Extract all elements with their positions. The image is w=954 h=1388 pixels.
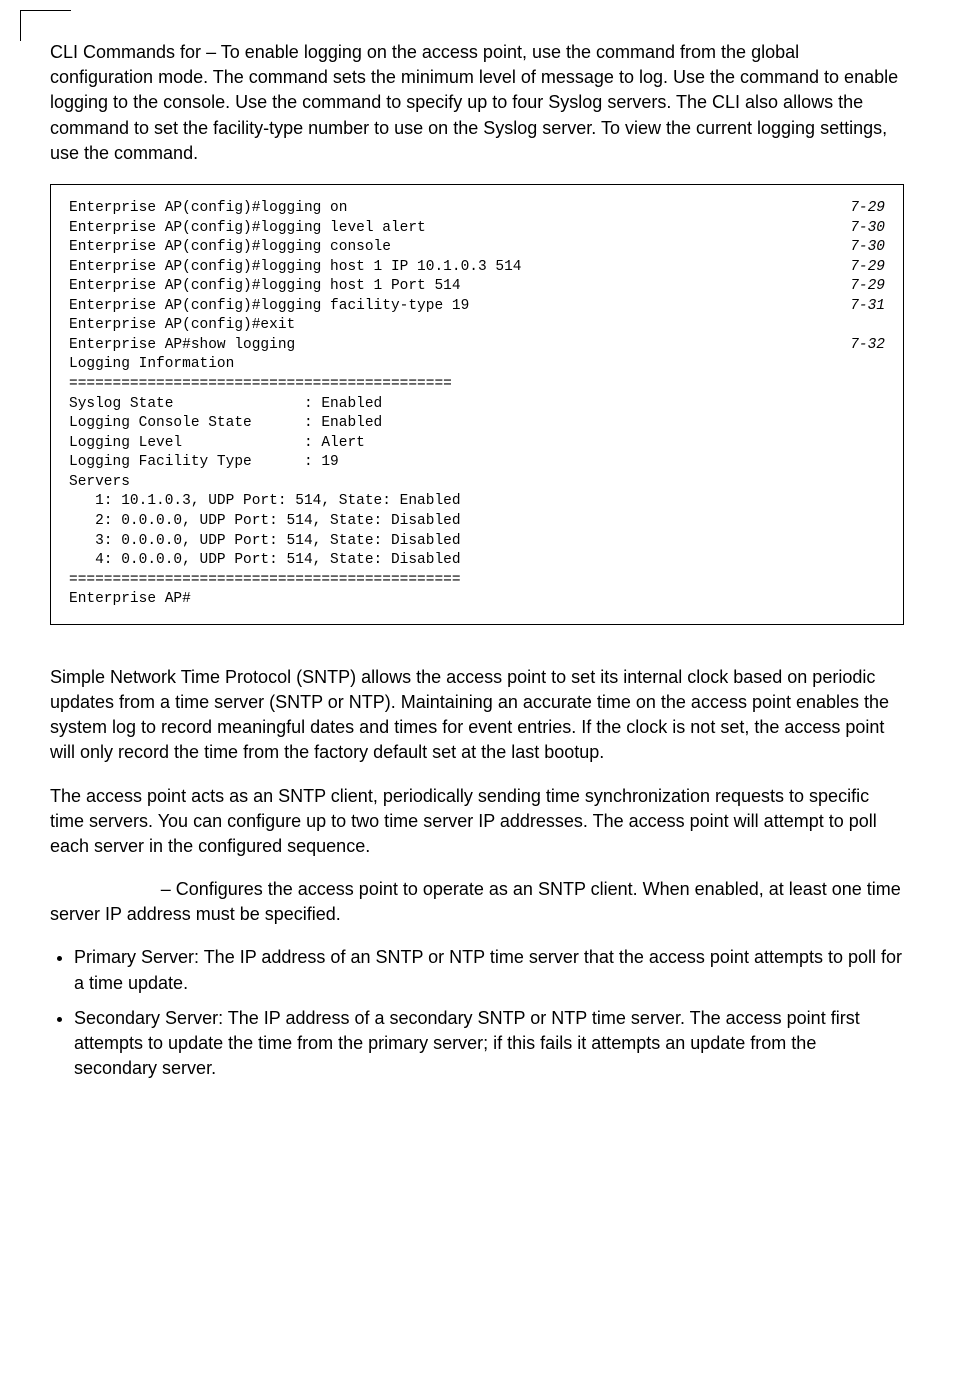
code-line: ========================================… bbox=[69, 375, 885, 395]
code-text: Enterprise AP(config)#logging console bbox=[69, 238, 391, 258]
code-line: Enterprise AP(config)#logging facility-t… bbox=[69, 297, 885, 317]
code-ref: 7-30 bbox=[830, 238, 885, 258]
list-item: Secondary Server: The IP address of a se… bbox=[74, 1006, 904, 1082]
code-ref: 7-30 bbox=[830, 219, 885, 239]
code-line: Logging Level : Alert bbox=[69, 434, 885, 454]
code-line: Enterprise AP(config)#logging host 1 IP … bbox=[69, 258, 885, 278]
code-text: Syslog State : Enabled bbox=[69, 395, 382, 415]
code-line: 1: 10.1.0.3, UDP Port: 514, State: Enabl… bbox=[69, 492, 885, 512]
code-text: 1: 10.1.0.3, UDP Port: 514, State: Enabl… bbox=[69, 492, 461, 512]
code-line: Enterprise AP(config)#logging level aler… bbox=[69, 219, 885, 239]
code-line: Logging Facility Type : 19 bbox=[69, 453, 885, 473]
text: command to specify up to four Syslog ser… bbox=[302, 92, 863, 112]
code-text: Enterprise AP(config)#logging host 1 Por… bbox=[69, 277, 461, 297]
code-line: Servers bbox=[69, 473, 885, 493]
sntp-paragraph-3: SNTP Server – Configures the access poin… bbox=[50, 877, 904, 927]
list-item: Primary Server: The IP address of an SNT… bbox=[74, 945, 904, 995]
text: command sets the minimum level of messag… bbox=[249, 67, 740, 87]
code-text: Enterprise AP(config)#logging on bbox=[69, 199, 347, 219]
text: – To enable logging on the access point,… bbox=[206, 42, 596, 62]
code-line: Enterprise AP(config)#exit bbox=[69, 316, 885, 336]
text: – Configures the access point to operate… bbox=[50, 879, 901, 924]
code-line: Logging Console State : Enabled bbox=[69, 414, 885, 434]
code-text: ========================================… bbox=[69, 375, 452, 395]
code-text: Enterprise AP# bbox=[69, 590, 191, 610]
code-line: Enterprise AP# bbox=[69, 590, 885, 610]
code-text: Logging Information bbox=[69, 355, 234, 375]
code-text: Logging Console State : Enabled bbox=[69, 414, 382, 434]
code-text: Enterprise AP(config)#logging host 1 IP … bbox=[69, 258, 521, 278]
code-text: 3: 0.0.0.0, UDP Port: 514, State: Disabl… bbox=[69, 532, 461, 552]
code-text: 4: 0.0.0.0, UDP Port: 514, State: Disabl… bbox=[69, 551, 461, 571]
code-line: 2: 0.0.0.0, UDP Port: 514, State: Disabl… bbox=[69, 512, 885, 532]
code-text: Enterprise AP(config)#exit bbox=[69, 316, 295, 336]
text: command. bbox=[114, 143, 198, 163]
cli-intro-paragraph: CLI Commands for – To enable logging on … bbox=[50, 40, 904, 166]
sntp-server-list: Primary Server: The IP address of an SNT… bbox=[50, 945, 904, 1081]
code-text: Enterprise AP#show logging bbox=[69, 336, 295, 356]
code-line: ========================================… bbox=[69, 571, 885, 591]
code-text: Servers bbox=[69, 473, 130, 493]
code-ref: 7-29 bbox=[830, 277, 885, 297]
code-text: Enterprise AP(config)#logging facility-t… bbox=[69, 297, 469, 317]
text: CLI Commands for bbox=[50, 42, 206, 62]
code-text: Logging Facility Type : 19 bbox=[69, 453, 339, 473]
code-line: 4: 0.0.0.0, UDP Port: 514, State: Disabl… bbox=[69, 551, 885, 571]
code-ref: 7-29 bbox=[830, 258, 885, 278]
code-line: Logging Information bbox=[69, 355, 885, 375]
code-line: Enterprise AP(config)#logging on 7-29 bbox=[69, 199, 885, 219]
code-ref: 7-32 bbox=[830, 336, 885, 356]
code-line: Syslog State : Enabled bbox=[69, 395, 885, 415]
cli-output-box: Enterprise AP(config)#logging on7-29Ente… bbox=[50, 184, 904, 625]
code-ref: 7-31 bbox=[830, 297, 885, 317]
code-text: ========================================… bbox=[69, 571, 461, 591]
code-line: Enterprise AP(config)#logging host 1 Por… bbox=[69, 277, 885, 297]
sntp-paragraph-1: Simple Network Time Protocol (SNTP) allo… bbox=[50, 665, 904, 766]
code-text: Enterprise AP(config)#logging level aler… bbox=[69, 219, 426, 239]
code-ref: 7-29 bbox=[830, 199, 885, 219]
code-text: 2: 0.0.0.0, UDP Port: 514, State: Disabl… bbox=[69, 512, 461, 532]
code-line: 3: 0.0.0.0, UDP Port: 514, State: Disabl… bbox=[69, 532, 885, 552]
code-text: Logging Level : Alert bbox=[69, 434, 365, 454]
code-line: Enterprise AP(config)#logging console 7-3… bbox=[69, 238, 885, 258]
sntp-paragraph-2: The access point acts as an SNTP client,… bbox=[50, 784, 904, 860]
code-line: Enterprise AP#show logging 7-32 bbox=[69, 336, 885, 356]
